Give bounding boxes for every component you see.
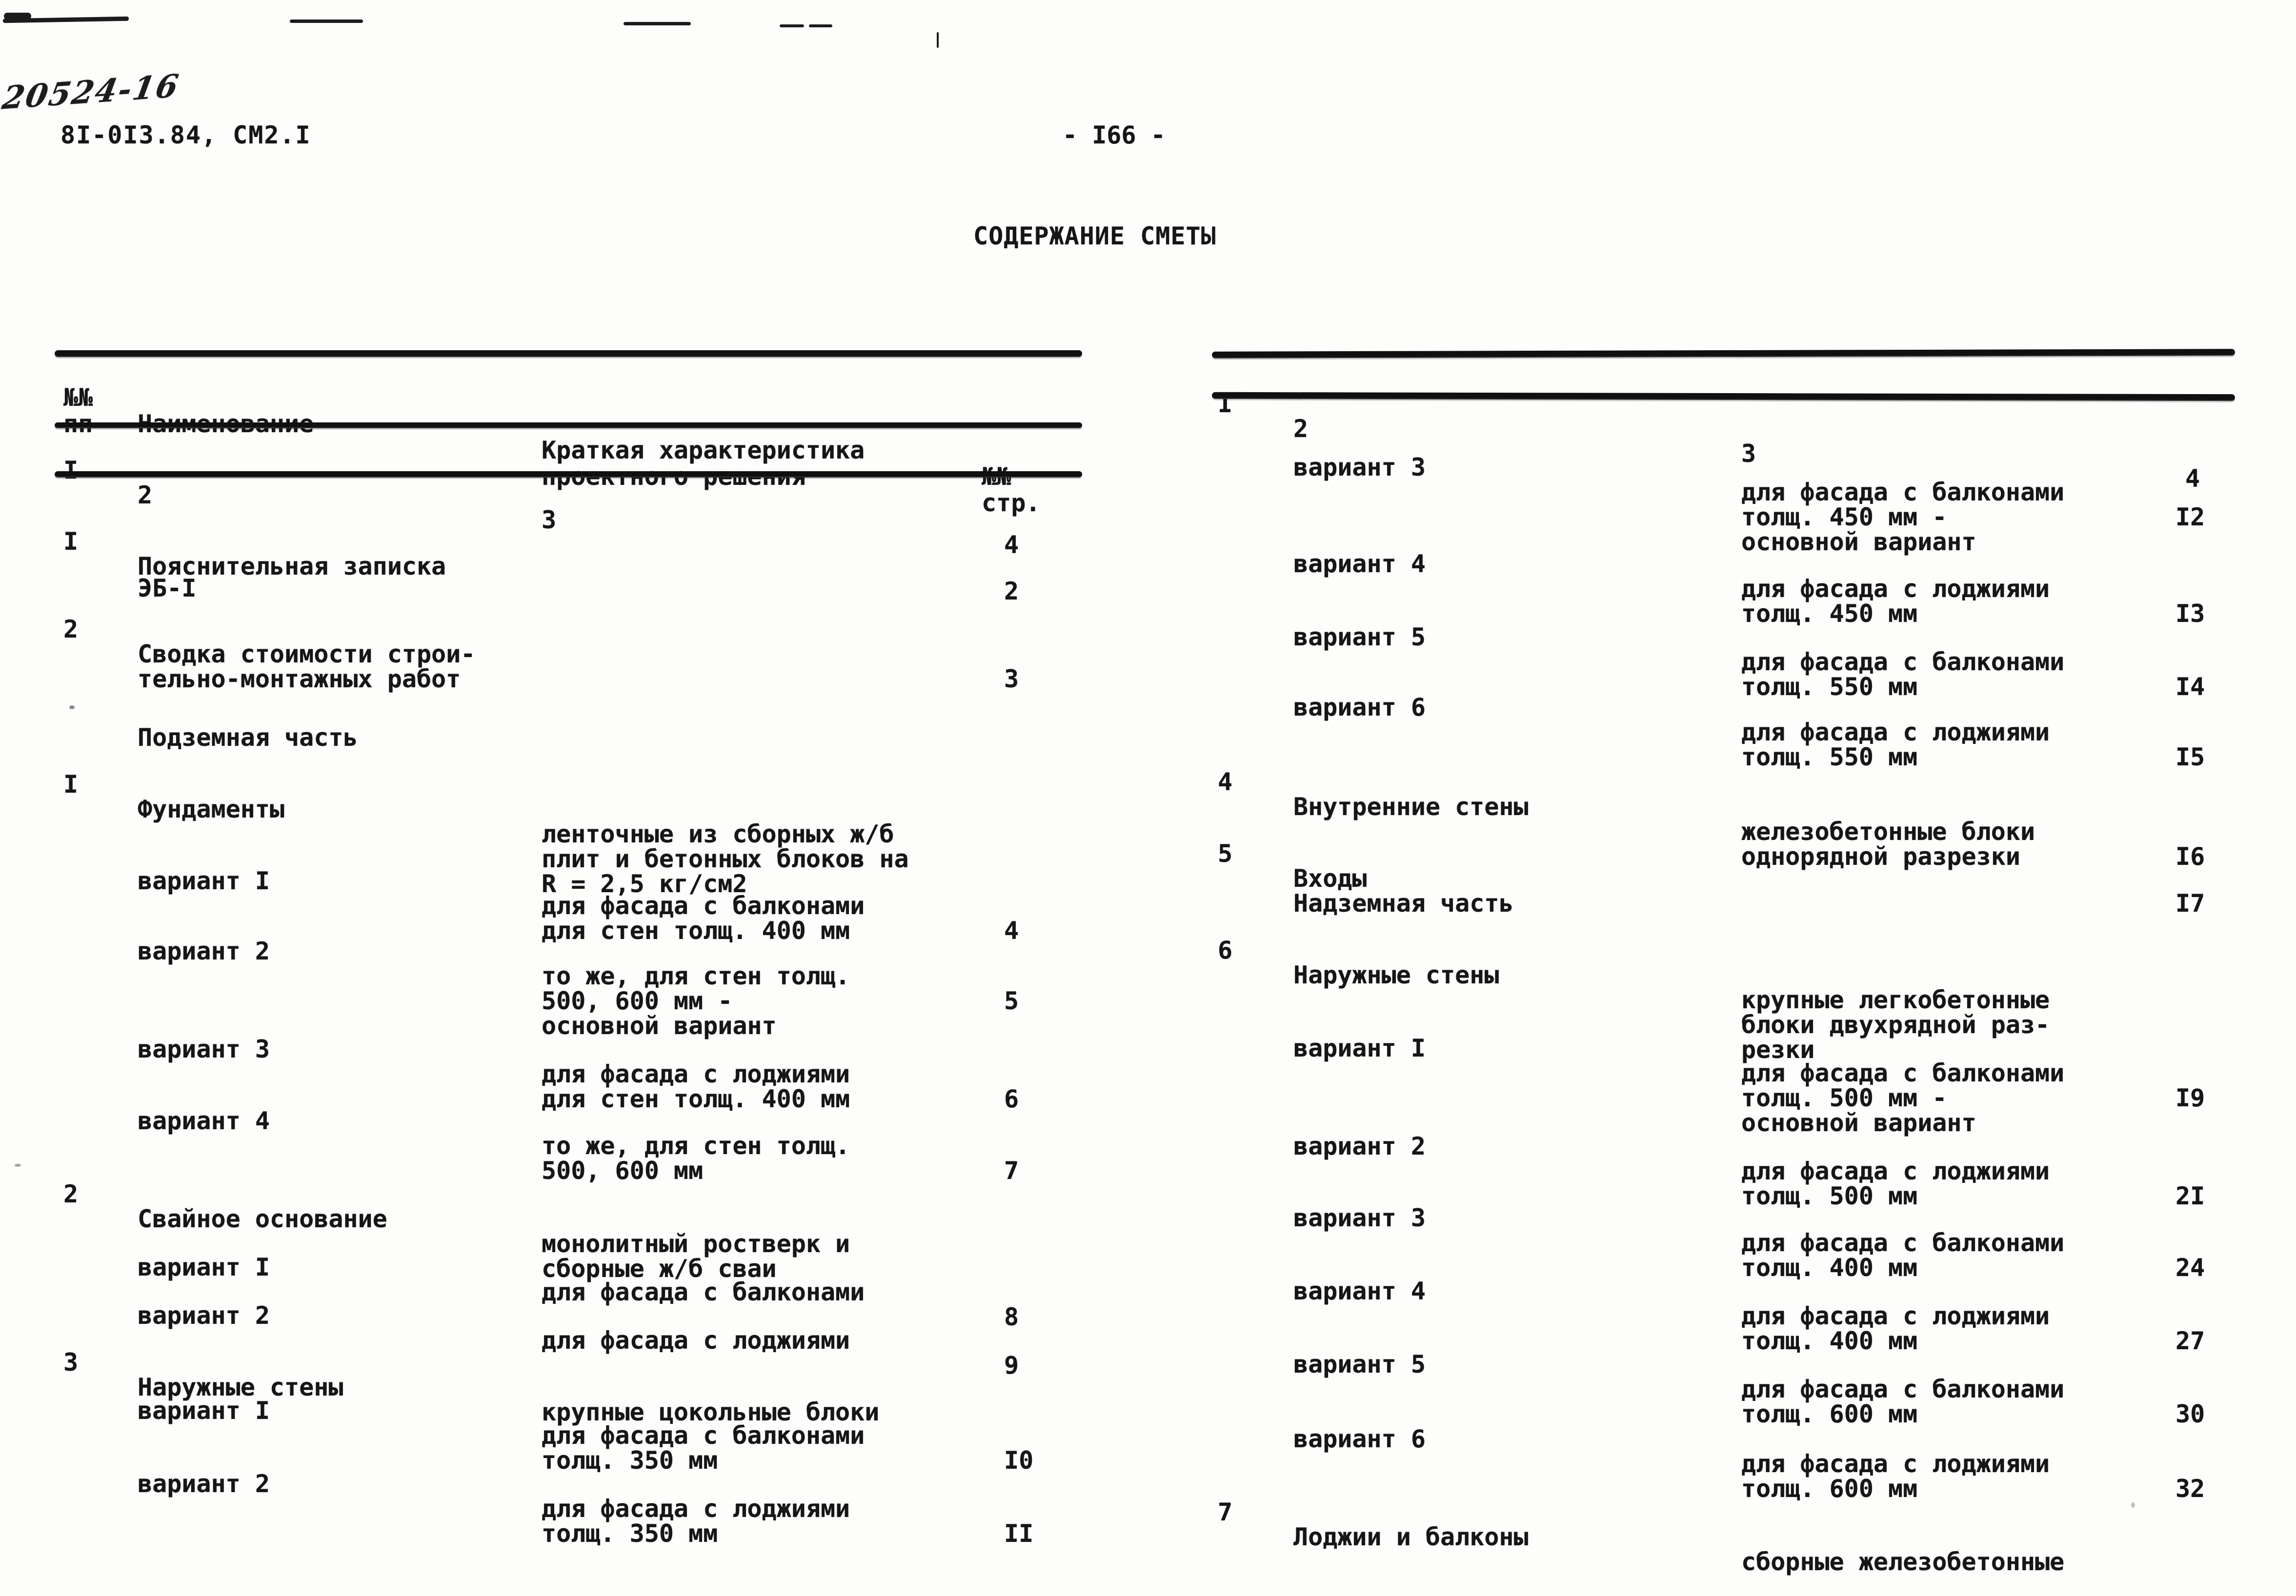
- scan-artifact: [69, 705, 75, 709]
- table-row: вариант 2 для фасада с лоджиями толщ. 50…: [1293, 1132, 2205, 1210]
- table-row: вариант 3 для фасада с лоджиями для стен…: [138, 1035, 1019, 1113]
- table-row: вариант 5 для фасада с балконами толщ. 6…: [1293, 1350, 2205, 1428]
- page-number: - I66 -: [1063, 121, 1166, 149]
- table-rule: [1211, 349, 2236, 359]
- handwritten-mark: 20524-16: [0, 67, 182, 117]
- left-table: №№ пп Наименование Краткая характеристик…: [55, 350, 1082, 1548]
- scan-artifact: [2131, 1502, 2135, 1508]
- table-row: I Пояснительная записка 2: [63, 527, 1019, 605]
- col-number: I: [63, 456, 79, 484]
- column-numbers-row: I 2 3 4: [55, 433, 1082, 558]
- table-row: 6 Наружные стены крупные легкобетонные б…: [1218, 936, 2050, 1064]
- table-row: вариант 6 для фасада с лоджиями толщ. 60…: [1293, 1425, 2205, 1503]
- table-row: вариант 4 для фасада с лоджиями толщ. 45…: [1293, 550, 2205, 628]
- scan-artifact: [937, 32, 939, 48]
- column-numbers-row: I 2 3 4: [1212, 367, 2235, 491]
- section-header-row: Подземная часть: [138, 723, 358, 752]
- section-header-row: Надземная часть: [1293, 889, 1514, 918]
- table-row: вариант 2 то же, для стен толщ. 500, 600…: [138, 937, 1019, 1040]
- table-row: вариант 3 для фасада с балконами толщ. 4…: [1293, 1204, 2205, 1282]
- table-row: вариант I для фасада с балконами для сте…: [138, 867, 1019, 945]
- table-row: 2 Свайное основание монолитный ростверк …: [63, 1180, 850, 1283]
- table-row: 4 Внутренние стены железобетонные блоки …: [1218, 768, 2205, 871]
- table-row: вариант I для фасада с балконами толщ. 5…: [1293, 1034, 2205, 1137]
- table-row: I Фундаменты ленточные из сборных ж/б пл…: [63, 770, 909, 898]
- table-row: вариант 4 то же, для стен толщ. 500, 600…: [138, 1107, 1019, 1185]
- table-row: ЭБ-I: [138, 574, 197, 602]
- table-row: вариант 3 для фасада с балконами толщ. 4…: [1293, 453, 2205, 556]
- scan-artifact: [809, 24, 832, 27]
- table-row: вариант I для фасада с балконами 8: [138, 1253, 1019, 1331]
- table-row: 2 Сводка стоимости строи- тельно-монтажн…: [63, 615, 1019, 693]
- col-number: 3: [542, 506, 557, 534]
- table-row: вариант 4 для фасада с лоджиями толщ. 40…: [1293, 1277, 2205, 1355]
- scan-artifact: [624, 22, 691, 25]
- table-row: вариант 5 для фасада с балконами толщ. 5…: [1293, 623, 2205, 701]
- col-number: 4: [1004, 531, 1019, 559]
- table-row: вариант 6 для фасада с лоджиями толщ. 55…: [1293, 693, 2205, 771]
- col-number: 2: [1293, 415, 1309, 443]
- table-rule: [1211, 392, 2236, 401]
- table-row: 7 Лоджии и балконы сборные железобетонны…: [1218, 1498, 2065, 1576]
- table-rule: [55, 350, 1082, 357]
- table-rule: [55, 422, 1082, 428]
- table-row: вариант 2 для фасада с лоджиями толщ. 35…: [138, 1470, 1034, 1548]
- table-row: вариант 2 для фасада с лоджиями 9: [138, 1301, 1019, 1379]
- table-row: 3 Наружные стены крупные цокольные блоки: [63, 1348, 880, 1426]
- col-number: 2: [138, 481, 153, 509]
- col-number: 3: [1741, 439, 1756, 468]
- col-number: 4: [2185, 464, 2200, 493]
- scan-artifact: [15, 1164, 21, 1167]
- scan-artifact: [780, 24, 804, 27]
- scan-artifact: [290, 20, 363, 23]
- table-row: вариант I для фасада с балконами толщ. 3…: [138, 1396, 1034, 1475]
- doc-code: 8I-0I3.84, СМ2.I: [60, 121, 311, 149]
- left-table-header: №№ пп Наименование Краткая характеристик…: [55, 358, 1082, 516]
- right-table: I 2 3 4 вариант 3 для фасада с балконами…: [1211, 349, 2236, 1576]
- page-title: СОДЕРЖАНИЕ СМЕТЫ: [973, 222, 1216, 250]
- header-no: №№ пп: [63, 383, 93, 437]
- scan-artifact: [4, 13, 31, 20]
- table-rule: [55, 471, 1082, 478]
- table-row: 5 Входы I7: [1218, 839, 2205, 918]
